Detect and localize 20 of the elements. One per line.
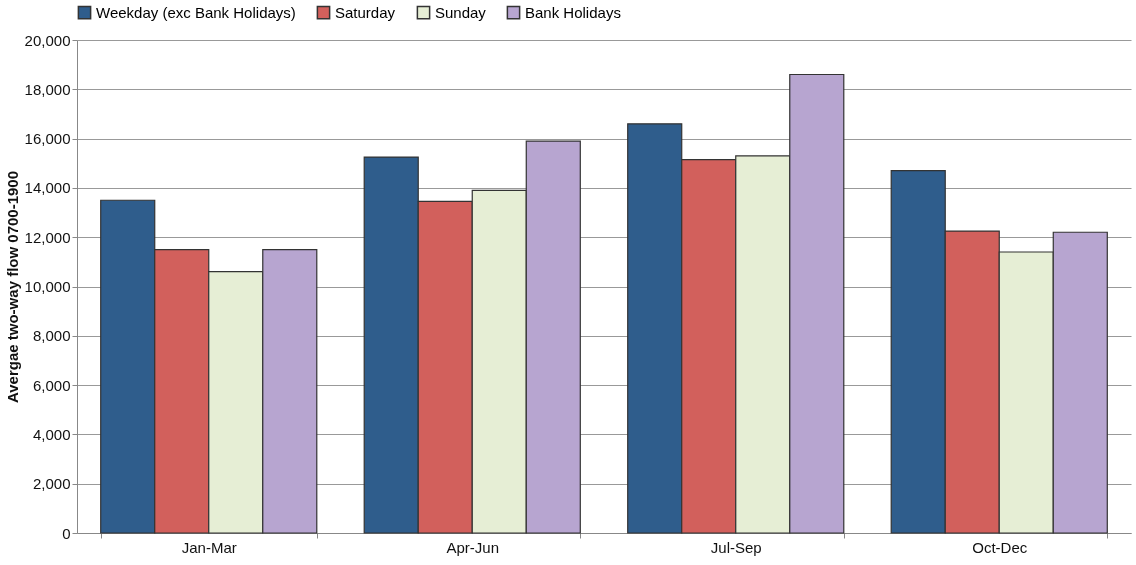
x-tick-label: Jul-Sep	[710, 538, 762, 556]
x-tick-label: Oct-Dec	[972, 538, 1028, 556]
y-tick-label: 10,000	[24, 278, 71, 295]
y-tick-label: 12,000	[24, 228, 71, 246]
y-tick-label: 14,000	[24, 179, 71, 197]
x-tick-label: Jan-Mar	[181, 538, 237, 556]
legend-label: Bank Holidays	[525, 3, 621, 21]
y-tick-label: 20,000	[24, 31, 71, 49]
legend-label: Sunday	[435, 3, 487, 21]
y-tick-label: 2,000	[32, 475, 71, 493]
y-tick-label: 6,000	[32, 376, 71, 394]
y-tick-label: 18,000	[24, 80, 71, 98]
y-axis-title: Avergae two-way flow 0700-1900	[3, 170, 21, 404]
y-tick-label: 8,000	[32, 327, 71, 345]
x-tick-label: Apr-Jun	[446, 538, 500, 556]
legend-label: Weekday (exc Bank Holidays)	[96, 3, 296, 21]
legend-label: Saturday	[335, 3, 396, 21]
y-tick-label: 16,000	[24, 130, 71, 148]
y-tick-label: 0	[62, 524, 71, 542]
y-tick-label: 4,000	[32, 425, 71, 443]
